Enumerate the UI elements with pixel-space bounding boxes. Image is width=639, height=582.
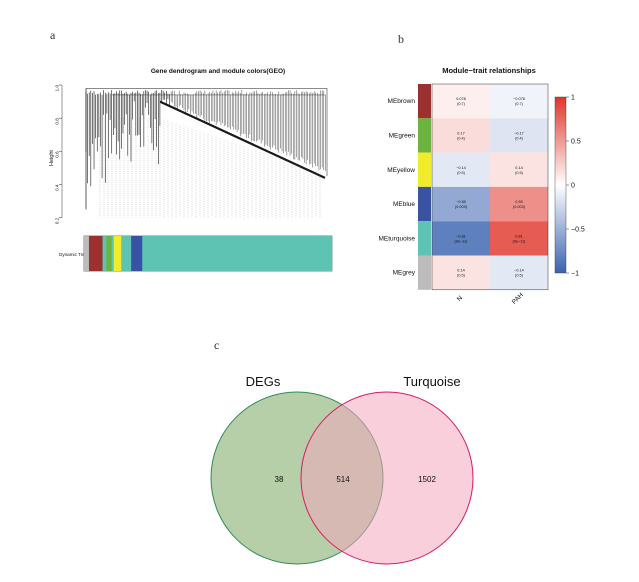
heatmap-cells: MEbrown 0.078(0.7)−0.078(0.7)MEgreen 0.17(…	[379, 83, 549, 306]
heatmap-cell	[432, 221, 490, 256]
heatmap-cell	[432, 84, 490, 119]
module-color-swatch-yellow	[418, 152, 431, 187]
dendrogram-tree	[85, 88, 328, 218]
heatmap-cell-pvalue: (0.4)	[457, 136, 466, 140]
heatmap-cell-value: −0.17	[514, 131, 524, 135]
heatmap-cell-value: −0.14	[456, 166, 466, 170]
heatmap-cell	[490, 84, 548, 119]
y-tick-label: 0.4	[55, 184, 60, 191]
heatmap-cell	[432, 255, 490, 290]
heatmap-cell-pvalue: (0.003)	[455, 205, 468, 209]
module-label: MEyellow	[387, 167, 415, 174]
module-label: MEbrown	[388, 98, 416, 105]
heatmap-cell-pvalue: (0.5)	[515, 274, 524, 278]
heatmap-cell-pvalue: (0.4)	[515, 136, 524, 140]
module-track-segment-turquoise	[102, 236, 107, 271]
heatmap-cell-pvalue: (0.5)	[457, 171, 466, 175]
heatmap-cell-pvalue: (0.003)	[513, 205, 526, 209]
heatmap-panel: Module−trait relationships MEbrown 0.078(…	[379, 66, 585, 306]
y-tick-label: 1.0	[55, 85, 60, 92]
module-color-swatch-green	[418, 118, 431, 153]
dendrogram-slope-cluster	[159, 100, 326, 179]
heatmap-column-label: N	[456, 294, 464, 302]
module-track-segment-turquoise	[121, 236, 132, 271]
venn-set-label-turquoise: Turquoise	[403, 374, 460, 389]
y-tick-label: 0.8	[55, 118, 60, 125]
legend-tick-label: −0.5	[571, 227, 585, 234]
panel-a-label: a	[50, 28, 56, 42]
heatmap-frame	[431, 83, 549, 291]
heatmap-cell-value: 0.55	[515, 200, 522, 204]
heatmap-cell-value: 0.078	[456, 97, 466, 101]
dynamic-tree-cut-label: Dynamic Tree Cut	[59, 252, 96, 257]
module-color-swatch-grey	[418, 255, 431, 290]
module-track-segment-turquoise	[142, 236, 333, 271]
heatmap-cell	[490, 255, 548, 290]
heatmap-column-label: PAH	[511, 291, 525, 305]
module-track-segment-blue	[131, 236, 143, 271]
legend-tick-label: 0	[571, 183, 575, 190]
y-tick-label: 0.2	[55, 217, 60, 224]
module-track-segment-grey	[84, 236, 90, 271]
dendrogram-ylabel: Height	[49, 150, 55, 166]
venn-panel: DEGs Turquoise 38 514 1502	[210, 374, 474, 565]
heatmap-cell	[432, 118, 490, 153]
heatmap-cell-pvalue: (9e−11)	[513, 239, 527, 243]
heatmap-cell	[490, 186, 548, 222]
legend-tick-label: −1	[571, 271, 579, 278]
venn-count-degs-only: 38	[275, 475, 284, 484]
venn-circle-turquoise	[300, 391, 474, 565]
heatmap-cell-pvalue: (0.5)	[515, 171, 524, 175]
heatmap-title: Module−trait relationships	[442, 66, 536, 75]
module-track-segment-turquoise	[111, 236, 114, 271]
heatmap-cell-pvalue: (9e−11)	[455, 239, 469, 243]
heatmap-cell-pvalue: (0.7)	[457, 102, 466, 106]
heatmap-cell	[432, 186, 490, 222]
panel-c-label: c	[214, 338, 220, 352]
legend-tick-label: 1	[571, 95, 575, 102]
panel-b-label: b	[398, 32, 404, 46]
venn-count-intersection: 514	[336, 475, 350, 484]
dendrogram-panel: Gene dendrogram and module colors(GEO) H…	[49, 68, 333, 272]
heatmap-cell-value: 0.17	[457, 131, 464, 135]
module-track-segment-yellow	[113, 236, 122, 271]
dendrogram-y-axis: 0.2 0.4 0.6 0.8 1.0	[55, 85, 63, 224]
legend-tick-label: 0.5	[571, 139, 581, 146]
module-label: MEturquoise	[379, 235, 416, 242]
module-label: MEblue	[393, 201, 415, 208]
y-tick-label: 0.6	[55, 151, 60, 158]
module-color-swatch-brown	[418, 84, 431, 119]
module-label: MEgrey	[393, 270, 416, 277]
dendrogram-title: Gene dendrogram and module colors(GEO)	[151, 68, 285, 75]
heatmap-cell	[490, 152, 548, 187]
venn-set-label-degs: DEGs	[246, 374, 281, 389]
module-label: MEgreen	[389, 132, 416, 139]
heatmap-cell-value: −0.55	[456, 200, 466, 204]
heatmap-legend: 1 0.5 0 −0.5 −1	[554, 95, 585, 278]
module-track-segment-green	[106, 236, 112, 271]
heatmap-cell-value: 0.81	[515, 234, 522, 238]
heatmap-cell-value: −0.14	[514, 269, 524, 273]
legend-colorbar	[554, 96, 567, 274]
module-color-track	[83, 235, 333, 272]
heatmap-cell-value: 0.14	[515, 166, 522, 170]
module-color-swatch-turquoise	[418, 221, 431, 256]
module-color-swatch-blue	[418, 186, 431, 222]
heatmap-cell	[490, 118, 548, 153]
venn-count-turquoise-only: 1502	[418, 475, 436, 484]
heatmap-cell-value: −0.078	[513, 97, 525, 101]
heatmap-cell	[432, 152, 490, 187]
heatmap-cell-pvalue: (0.7)	[515, 102, 524, 106]
heatmap-cell	[490, 221, 548, 256]
module-track-segment-brown	[88, 236, 103, 271]
heatmap-cell-pvalue: (0.5)	[457, 274, 466, 278]
heatmap-cell-value: −0.81	[456, 234, 466, 238]
heatmap-cell-value: 0.14	[457, 269, 464, 273]
